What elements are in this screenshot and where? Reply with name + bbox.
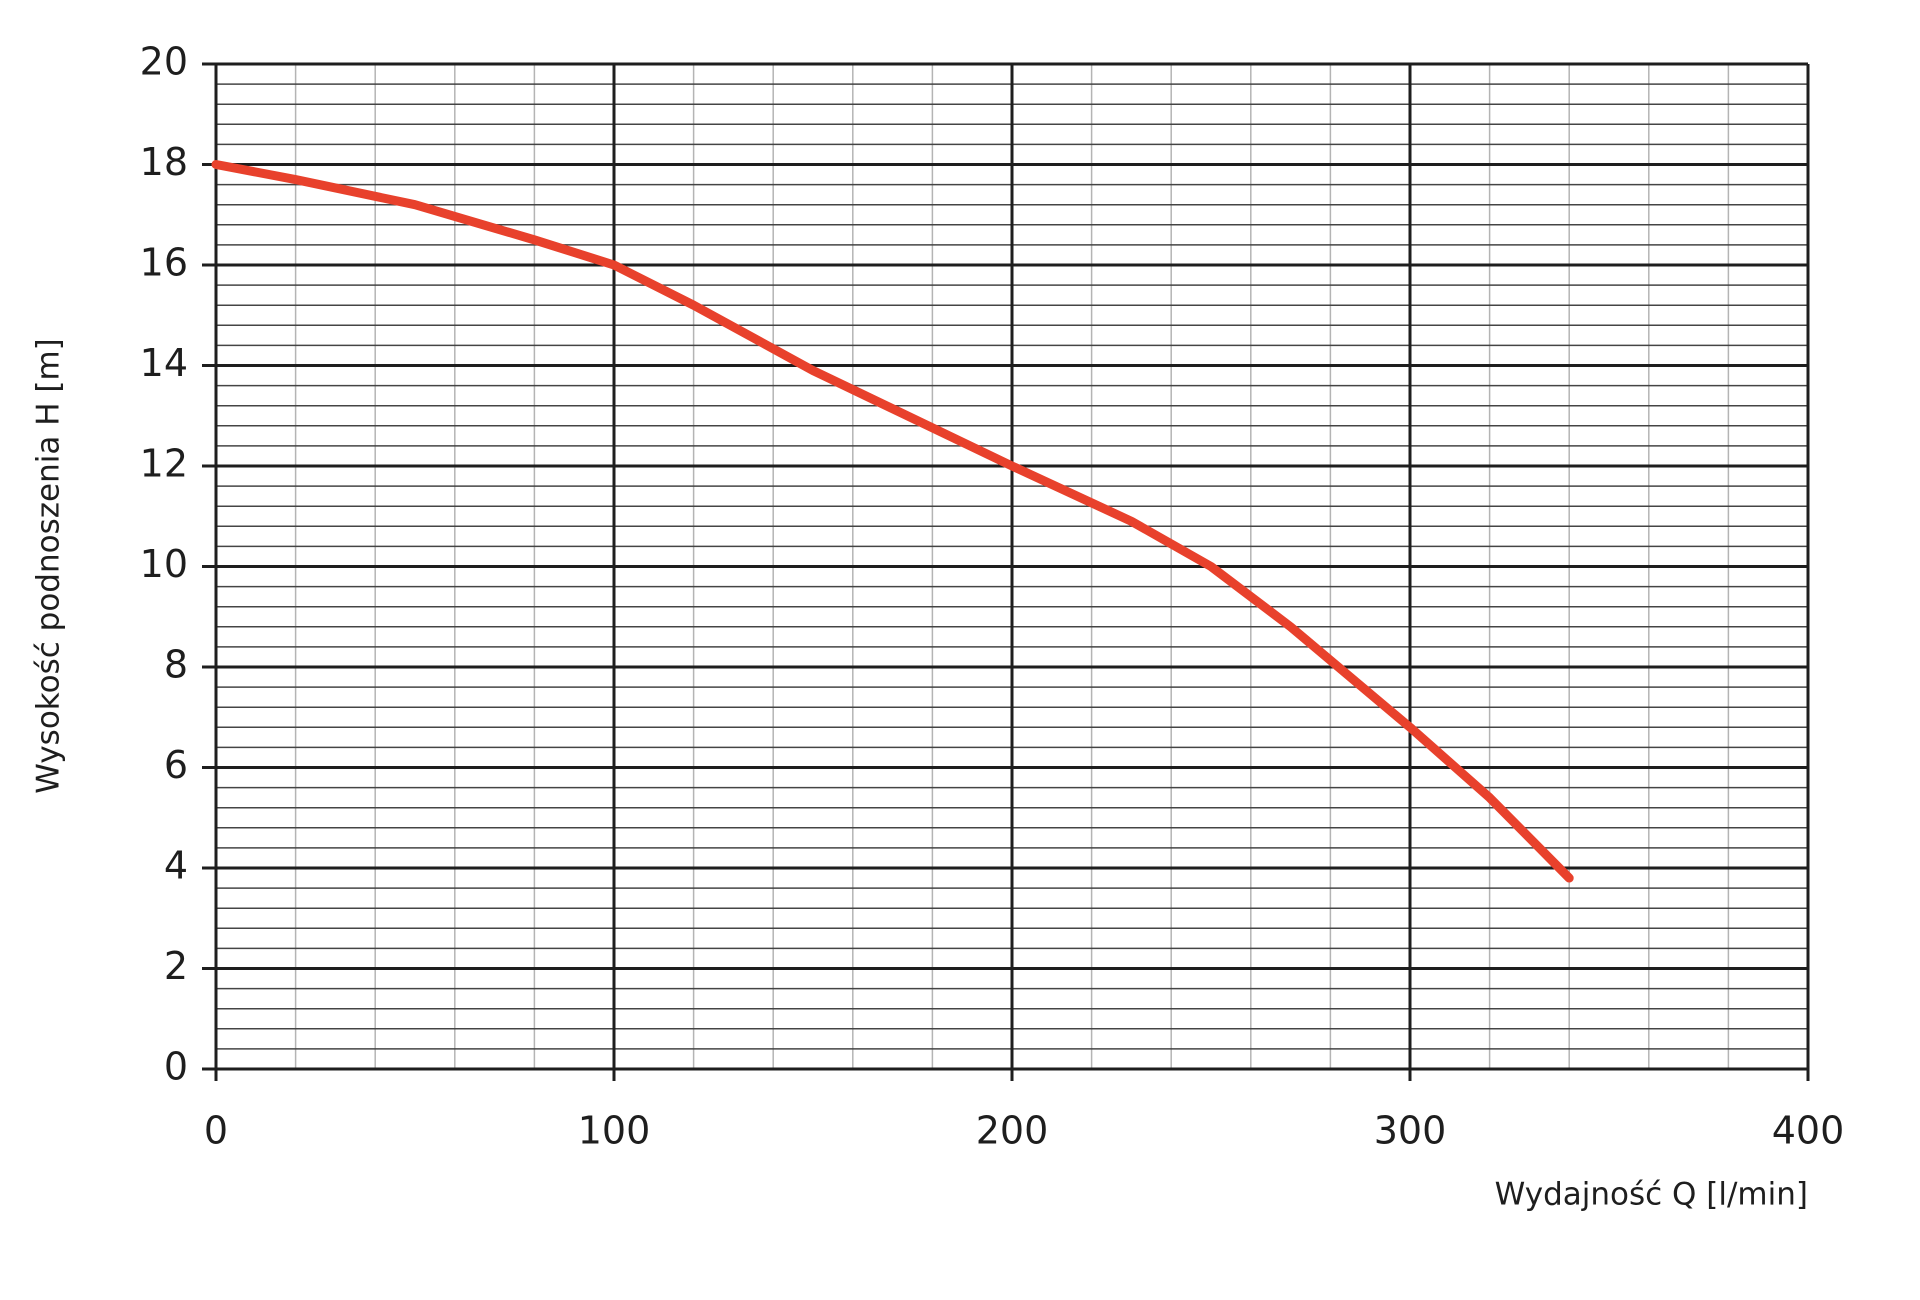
x-tick-label: 200 xyxy=(976,1109,1049,1153)
y-tick-label: 8 xyxy=(164,643,188,687)
y-tick-label: 12 xyxy=(140,442,188,486)
y-tick-label: 0 xyxy=(164,1045,188,1089)
y-axis-label: Wysokość podnoszenia H [m] xyxy=(31,338,67,794)
y-tick-label: 6 xyxy=(164,743,188,787)
x-tick-label: 100 xyxy=(578,1109,651,1153)
x-tick-label: 0 xyxy=(204,1109,228,1153)
x-axis-label: Wydajność Q [l/min] xyxy=(1495,1177,1808,1213)
x-tick-label: 400 xyxy=(1772,1109,1845,1153)
y-tick-label: 16 xyxy=(140,241,188,285)
x-tick-label: 300 xyxy=(1374,1109,1447,1153)
data-line xyxy=(211,160,1574,883)
y-tick-label: 4 xyxy=(164,844,188,888)
y-tick-label: 20 xyxy=(140,40,188,84)
y-tick-label: 2 xyxy=(164,944,188,988)
y-tick-label: 14 xyxy=(140,341,188,385)
y-tick-label: 18 xyxy=(140,140,188,184)
y-tick-label: 10 xyxy=(140,542,188,586)
